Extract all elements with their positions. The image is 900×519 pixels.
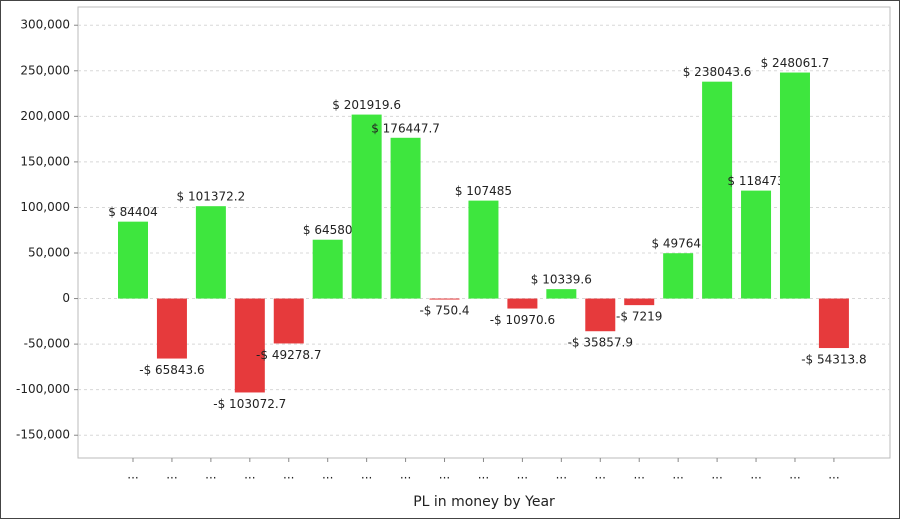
x-tick-label: ... <box>711 468 722 482</box>
x-tick-label: ... <box>127 468 138 482</box>
y-tick-label: 300,000 <box>20 18 70 32</box>
value-label: -$ 750.4 <box>419 304 469 318</box>
bar <box>468 200 499 299</box>
bar <box>741 190 772 299</box>
bar <box>118 221 148 299</box>
value-label: $ 107485 <box>455 184 512 198</box>
x-tick-label: ... <box>672 468 683 482</box>
x-tick-label: ... <box>789 468 800 482</box>
y-tick-label: 0 <box>62 291 70 305</box>
bar <box>390 137 421 299</box>
bar <box>779 72 810 299</box>
bar <box>507 298 538 309</box>
x-tick-label: ... <box>322 468 333 482</box>
x-tick-label: ... <box>595 468 606 482</box>
bar <box>663 253 694 299</box>
x-tick-label: ... <box>478 468 489 482</box>
bar <box>312 239 343 299</box>
x-tick-label: ... <box>283 468 294 482</box>
bar <box>234 298 265 393</box>
x-tick-label: ... <box>166 468 177 482</box>
x-tick-label: ... <box>244 468 255 482</box>
value-label: $ 84404 <box>108 205 158 219</box>
y-tick-label: 50,000 <box>28 246 70 260</box>
x-tick-label: ... <box>361 468 372 482</box>
value-label: -$ 7219 <box>616 310 662 324</box>
y-tick-label: -50,000 <box>24 337 70 351</box>
value-label: $ 101372.2 <box>177 190 246 204</box>
bar <box>818 298 849 349</box>
x-tick-label: ... <box>828 468 839 482</box>
value-label: $ 201919.6 <box>332 98 401 112</box>
value-label: -$ 10970.6 <box>490 313 555 327</box>
bar <box>195 206 226 299</box>
y-tick-label: 200,000 <box>20 109 70 123</box>
y-tick-label: 250,000 <box>20 63 70 77</box>
value-label: -$ 35857.9 <box>568 336 633 350</box>
bar <box>546 289 577 299</box>
value-label: -$ 103072.7 <box>213 397 286 411</box>
bar <box>156 298 187 359</box>
x-tick-label: ... <box>556 468 567 482</box>
value-label: $ 10339.6 <box>531 273 592 287</box>
value-label: $ 118473 <box>727 174 784 188</box>
value-label: -$ 54313.8 <box>801 353 866 367</box>
x-tick-label: ... <box>633 468 644 482</box>
value-label: $ 176447.7 <box>371 121 440 135</box>
x-tick-label: ... <box>439 468 450 482</box>
value-label: -$ 49278.7 <box>256 348 321 362</box>
y-tick-label: -150,000 <box>16 428 70 442</box>
bar <box>585 298 616 332</box>
value-label: $ 238043.6 <box>683 65 752 79</box>
x-tick-label: ... <box>400 468 411 482</box>
bar <box>273 298 304 344</box>
value-label: $ 64580 <box>303 223 353 237</box>
value-label: $ 49764. <box>651 237 704 251</box>
bar <box>624 298 655 306</box>
y-tick-label: 100,000 <box>20 200 70 214</box>
x-axis-title: PL in money by Year <box>413 494 555 510</box>
value-label: -$ 65843.6 <box>139 363 204 377</box>
bar <box>351 114 382 299</box>
x-tick-label: ... <box>750 468 761 482</box>
y-tick-label: 150,000 <box>20 154 70 168</box>
x-tick-label: ... <box>205 468 216 482</box>
bar <box>429 298 460 300</box>
x-tick-label: ... <box>517 468 528 482</box>
y-tick-label: -100,000 <box>16 382 70 396</box>
bar <box>702 81 733 299</box>
value-label: $ 248061.7 <box>761 56 830 70</box>
